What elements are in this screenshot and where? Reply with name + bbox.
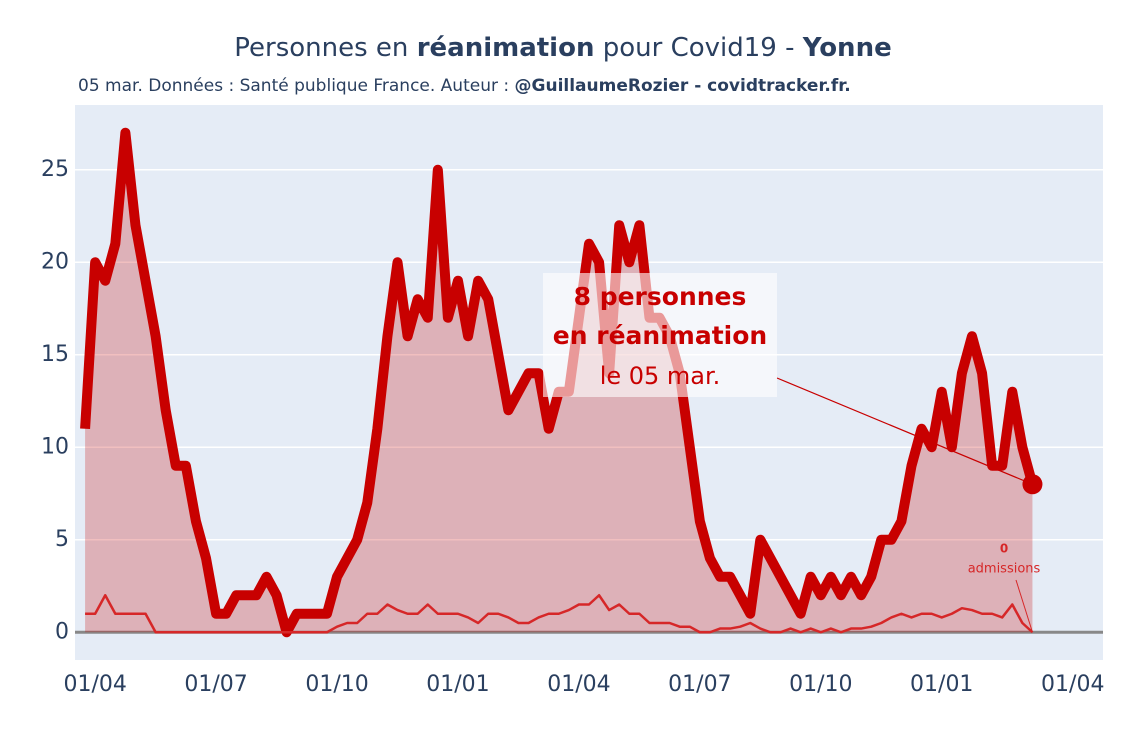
annotation-text: 0 (1000, 542, 1008, 556)
subtitle-part: 05 mar. Données : Santé publique France.… (78, 76, 515, 96)
title-part: réanimation (417, 33, 595, 63)
annotation-box (543, 273, 777, 397)
chart-title: Personnes en réanimation pour Covid19 - … (234, 33, 891, 63)
subtitle: 05 mar. Données : Santé publique France.… (78, 76, 851, 96)
annotation-text: 8 personnes (574, 282, 747, 311)
x-tick-label: 01/07 (668, 672, 731, 697)
annotation-text: le 05 mar. (600, 362, 721, 390)
area (85, 132, 1033, 633)
title-part: Yonne (802, 33, 892, 63)
annotations: 8 personnes en réanimation le 05 mar. 0 admi… (543, 273, 1041, 633)
x-tick-label: 01/07 (184, 672, 247, 697)
annotation-text: en réanimation (553, 321, 767, 350)
y-tick-label: 25 (41, 157, 69, 182)
y-tick-label: 10 (41, 434, 69, 459)
y-tick-label: 0 (55, 619, 69, 644)
x-tick-label: 01/10 (789, 672, 852, 697)
x-tick-label: 01/01 (910, 672, 973, 697)
y-tick-label: 5 (55, 527, 69, 552)
subtitle-part: @GuillaumeRozier - covidtracker.fr. (515, 76, 851, 96)
y-tick-label: 20 (41, 249, 69, 274)
x-tick-label: 01/01 (426, 672, 489, 697)
y-tick-label: 15 (41, 342, 69, 367)
annotation-text: admissions (968, 562, 1041, 577)
annotation-arrow (1015, 579, 1033, 633)
annotation-arrow (776, 377, 1033, 485)
x-tick-label: 01/04 (1041, 672, 1104, 697)
x-tick-label: 01/04 (547, 672, 610, 697)
grid: 0 5 10 15 20 25 01/04 01/07 01/10 01/01 01/04 01/07… (41, 157, 1104, 697)
title-part: pour Covid19 - (594, 33, 802, 63)
title-part: Personnes en (234, 33, 416, 63)
line (85, 594, 1034, 634)
x-tick-label: 01/10 (305, 672, 368, 697)
x-tick-label: 01/04 (63, 672, 126, 697)
